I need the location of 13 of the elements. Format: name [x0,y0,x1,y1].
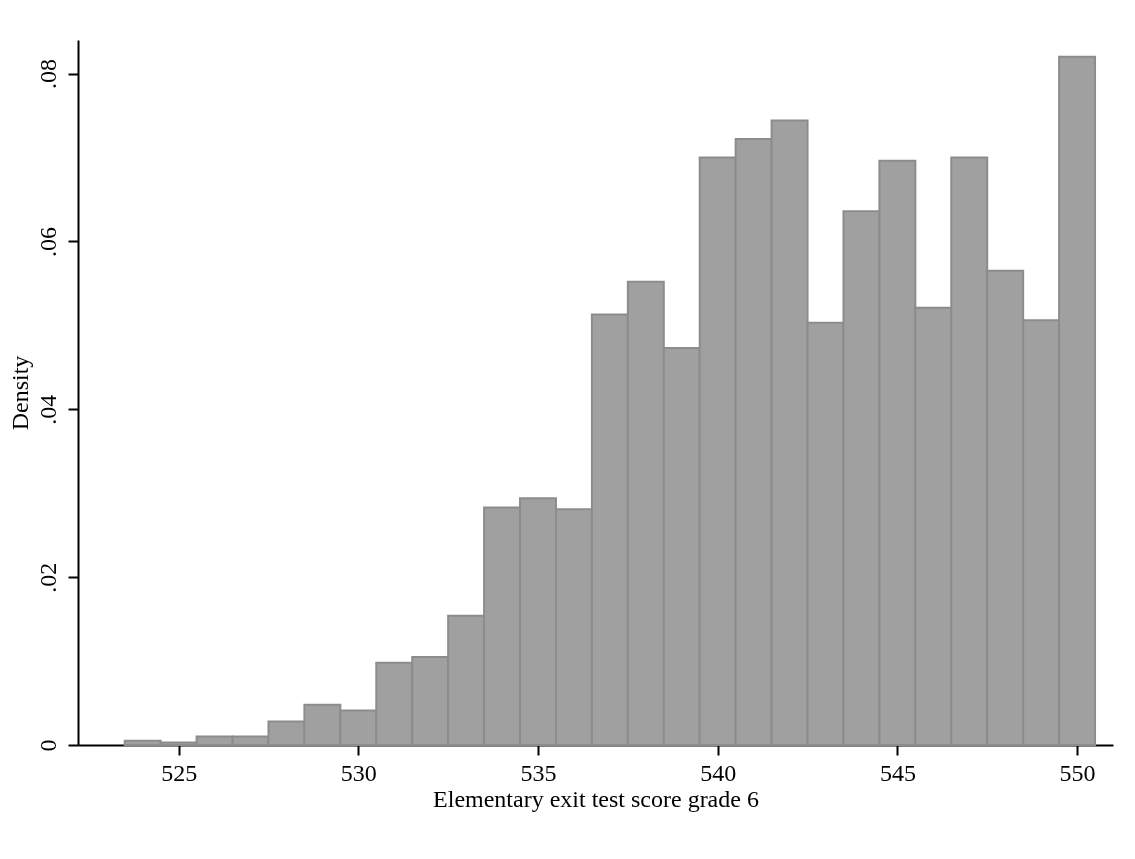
x-axis-title: Elementary exit test score grade 6 [433,785,759,812]
y-tick-label: .06 [34,226,61,257]
x-tick-label: 550 [1059,759,1096,786]
x-tick-label: 525 [161,759,198,786]
x-tick-label: 545 [879,759,916,786]
y-tick-label: 0 [34,739,61,752]
y-tick-label: .02 [34,562,61,593]
x-tick-label: 540 [700,759,737,786]
y-tick-label: .04 [34,394,61,425]
x-tick-label: 535 [520,759,557,786]
y-axis-title: Density [6,355,33,431]
y-tick-label: .08 [34,59,61,90]
x-tick-label: 530 [340,759,377,786]
